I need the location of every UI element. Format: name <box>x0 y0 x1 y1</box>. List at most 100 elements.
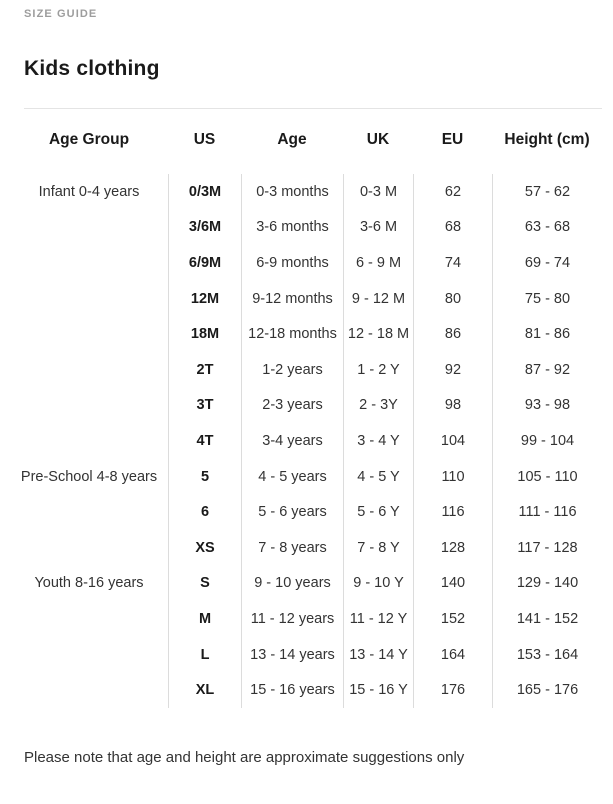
cell-eu-size: 140 <box>413 565 492 602</box>
cell-us-size: 3/6M <box>168 209 241 246</box>
cell-age-group <box>24 352 168 388</box>
cell-eu-size: 110 <box>413 458 492 495</box>
cell-uk-size: 4 - 5 Y <box>343 458 413 495</box>
cell-eu-size: 164 <box>413 636 492 673</box>
cell-eu-size: 98 <box>413 387 492 424</box>
column-header-uk: UK <box>366 130 390 148</box>
cell-us-size: 6 <box>168 494 241 530</box>
cell-age-group <box>24 601 168 637</box>
cell-age-group <box>24 316 168 352</box>
cell-age-group <box>24 245 168 281</box>
cell-eu-size: 104 <box>413 423 492 459</box>
cell-us-size: XL <box>168 672 241 708</box>
cell-uk-size: 9 - 12 M <box>343 280 413 317</box>
cell-height-cm: 141 - 152 <box>492 601 602 637</box>
cell-uk-size: 5 - 6 Y <box>343 494 413 530</box>
cell-height-cm: 129 - 140 <box>492 565 602 602</box>
cell-us-size: S <box>168 565 241 602</box>
kids-clothing-size-table: Age Group US Age UK EU Height (cm) Infan… <box>20 108 602 708</box>
cell-uk-size: 6 - 9 M <box>343 245 413 281</box>
cell-age: 7 - 8 years <box>241 529 343 566</box>
cell-eu-size: 152 <box>413 601 492 637</box>
cell-eu-size: 92 <box>413 351 492 388</box>
cell-uk-size: 1 - 2 Y <box>343 351 413 388</box>
cell-age-group: Youth 8-16 years <box>34 575 144 592</box>
cell-age: 0-3 months <box>241 174 343 210</box>
cell-age: 4 - 5 years <box>241 458 343 495</box>
cell-us-size: 12M <box>168 280 241 317</box>
cell-uk-size: 3-6 M <box>343 209 413 246</box>
column-header-age: Age <box>277 130 307 148</box>
cell-height-cm: 57 - 62 <box>492 174 602 210</box>
cell-eu-size: 62 <box>413 174 492 210</box>
size-guide-eyebrow: SIZE GUIDE <box>24 8 98 20</box>
cell-height-cm: 81 - 86 <box>492 316 602 352</box>
column-header-height: Height (cm) <box>504 130 590 148</box>
column-header-us: US <box>193 130 216 148</box>
cell-us-size: M <box>168 601 241 637</box>
cell-us-size: 18M <box>168 316 241 352</box>
cell-uk-size: 9 - 10 Y <box>343 565 413 602</box>
cell-age-group <box>24 494 168 530</box>
cell-height-cm: 99 - 104 <box>492 423 602 459</box>
cell-age-group: Infant 0-4 years <box>38 183 140 200</box>
cell-uk-size: 13 - 14 Y <box>343 636 413 673</box>
cell-us-size: 2T <box>168 351 241 388</box>
cell-age: 2-3 years <box>241 387 343 424</box>
cell-age-group <box>24 672 168 708</box>
cell-eu-size: 74 <box>413 245 492 281</box>
cell-height-cm: 111 - 116 <box>492 494 602 530</box>
cell-eu-size: 116 <box>413 494 492 530</box>
cell-us-size: XS <box>168 529 241 566</box>
cell-age: 5 - 6 years <box>241 494 343 530</box>
cell-us-size: 6/9M <box>168 245 241 281</box>
cell-eu-size: 176 <box>413 672 492 708</box>
cell-age: 15 - 16 years <box>241 672 343 708</box>
cell-height-cm: 63 - 68 <box>492 209 602 246</box>
cell-age-group <box>24 281 168 317</box>
cell-uk-size: 0-3 M <box>343 174 413 210</box>
cell-us-size: 0/3M <box>168 174 241 210</box>
cell-uk-size: 12 - 18 M <box>343 316 413 352</box>
cell-height-cm: 165 - 176 <box>492 672 602 708</box>
cell-age-group <box>24 530 168 566</box>
cell-us-size: 5 <box>168 458 241 495</box>
cell-uk-size: 3 - 4 Y <box>343 423 413 459</box>
cell-eu-size: 128 <box>413 529 492 566</box>
cell-age: 3-4 years <box>241 423 343 459</box>
cell-height-cm: 87 - 92 <box>492 351 602 388</box>
cell-age-group: Pre-School 4-8 years <box>20 468 158 485</box>
cell-us-size: 4T <box>168 423 241 459</box>
cell-uk-size: 11 - 12 Y <box>343 601 413 637</box>
cell-age: 11 - 12 years <box>241 601 343 637</box>
cell-age-group <box>24 423 168 459</box>
cell-height-cm: 69 - 74 <box>492 245 602 281</box>
cell-eu-size: 86 <box>413 316 492 352</box>
cell-height-cm: 117 - 128 <box>492 529 602 566</box>
cell-uk-size: 15 - 16 Y <box>343 672 413 708</box>
cell-age: 3-6 months <box>241 209 343 246</box>
cell-height-cm: 93 - 98 <box>492 387 602 424</box>
cell-eu-size: 68 <box>413 209 492 246</box>
cell-us-size: L <box>168 636 241 673</box>
cell-age-group <box>24 388 168 424</box>
cell-age: 1-2 years <box>241 351 343 388</box>
cell-age: 6-9 months <box>241 245 343 281</box>
approximation-note: Please note that age and height are appr… <box>24 748 465 766</box>
cell-height-cm: 105 - 110 <box>492 458 602 495</box>
cell-age: 9-12 months <box>241 280 343 317</box>
cell-height-cm: 153 - 164 <box>492 636 602 673</box>
cell-age-group <box>24 210 168 246</box>
cell-age: 9 - 10 years <box>241 565 343 602</box>
cell-height-cm: 75 - 80 <box>492 280 602 317</box>
cell-uk-size: 2 - 3Y <box>343 387 413 424</box>
cell-age: 12-18 months <box>241 316 343 352</box>
cell-age-group <box>24 637 168 673</box>
cell-uk-size: 7 - 8 Y <box>343 529 413 566</box>
cell-age: 13 - 14 years <box>241 636 343 673</box>
column-header-age-group: Age Group <box>48 130 130 148</box>
cell-eu-size: 80 <box>413 280 492 317</box>
column-header-eu: EU <box>441 130 464 148</box>
cell-us-size: 3T <box>168 387 241 424</box>
